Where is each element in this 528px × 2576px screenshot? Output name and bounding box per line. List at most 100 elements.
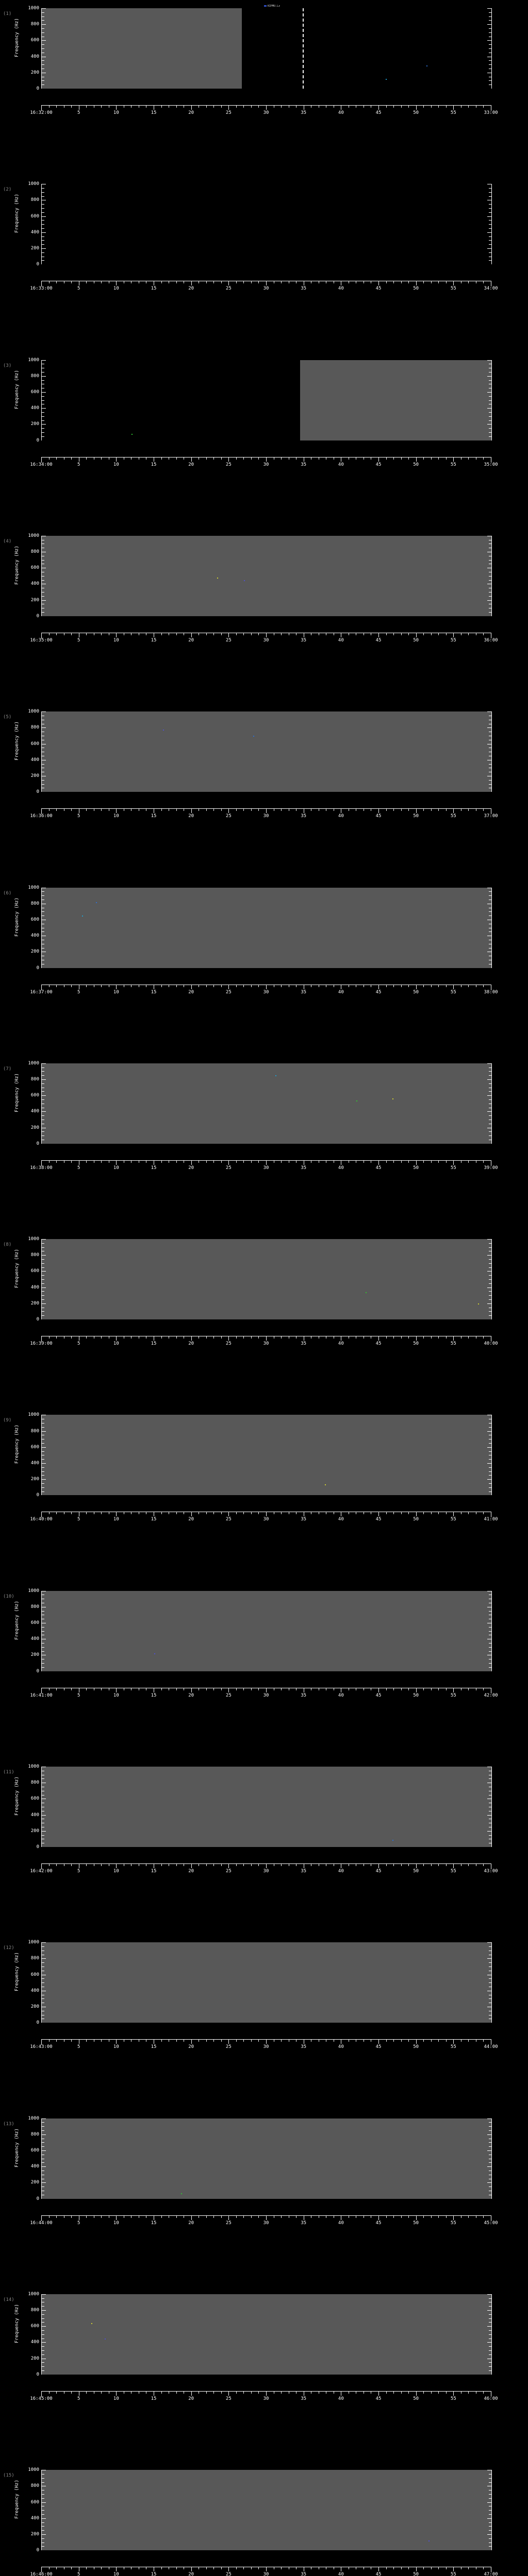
y-tick-label: 400 xyxy=(30,1109,39,1114)
x-tick-labels: 16:41:00 5 10 15 20 25 30 35 40 45 50 55 42:00 xyxy=(0,1693,528,1700)
x-tick-label: 16:34:00 xyxy=(30,462,53,467)
y-tick-label: 800 xyxy=(30,1956,39,1961)
x-tick-label: 5 xyxy=(77,989,80,995)
panel-index-label: (10) xyxy=(3,1594,14,1599)
y-axis-right-ticks xyxy=(487,1415,491,1495)
x-tick-label: 55 xyxy=(450,2396,456,2401)
x-tick-label: 15 xyxy=(151,2572,157,2576)
x-tick-label: 25 xyxy=(225,1692,232,1698)
x-tick-label: 30 xyxy=(263,1165,269,1171)
x-tick-label: 50 xyxy=(413,637,419,643)
y-axis-left-ticks xyxy=(42,1767,46,1847)
x-tick-label: 45 xyxy=(375,1692,382,1698)
x-tick-label: 10 xyxy=(113,1517,119,1522)
x-tick-label: 5 xyxy=(77,2044,80,2050)
x-tick-label: 35 xyxy=(301,2572,307,2576)
spectrogram-plot-area[interactable] xyxy=(41,2470,492,2551)
x-axis xyxy=(41,632,491,638)
y-tick-label: 0 xyxy=(36,2020,39,2026)
spectrogram-plot-area[interactable] xyxy=(41,2118,492,2199)
x-tick-labels: 16:39:00 5 10 15 20 25 30 35 40 45 50 55 40:00 xyxy=(0,1341,528,1348)
x-tick-label: 5 xyxy=(77,462,80,467)
y-tick-label: 1000 xyxy=(28,1940,39,1945)
spectrogram-speck xyxy=(244,580,245,581)
x-tick-label: 10 xyxy=(113,814,119,819)
x-tick-label: 45 xyxy=(375,110,382,115)
x-axis xyxy=(41,984,491,990)
x-tick-label: 50 xyxy=(413,1692,419,1698)
spectrogram-panel: (1) Frequency (Hz) 1000 800 600 400 200 0 KIPMU.… xyxy=(0,4,528,180)
x-tick-label: 25 xyxy=(225,1165,232,1171)
y-axis-left-ticks xyxy=(42,535,46,616)
spectrogram-plot-area[interactable] xyxy=(41,360,492,440)
y-tick-label: 0 xyxy=(36,1668,39,1674)
spectrogram-plot-area[interactable] xyxy=(41,1063,492,1144)
spectrogram-data-region xyxy=(42,711,491,792)
y-tick-label: 1000 xyxy=(28,1412,39,1418)
spectrogram-plot-area[interactable] xyxy=(41,887,492,968)
spectrogram-plot-area[interactable] xyxy=(41,535,492,616)
x-tick-label: 20 xyxy=(188,462,194,467)
x-tick-label: 25 xyxy=(225,286,232,292)
x-tick-label: 30 xyxy=(263,1341,269,1347)
y-tick-label: 600 xyxy=(30,1620,39,1626)
x-tick-label: 55 xyxy=(450,110,456,115)
spectrogram-plot-area[interactable] xyxy=(41,711,492,792)
x-tick-labels: 16:38:00 5 10 15 20 25 30 35 40 45 50 55 39:00 xyxy=(0,1165,528,1173)
y-tick-label: 1000 xyxy=(28,181,39,187)
x-tick-label: 33:00 xyxy=(484,110,498,115)
y-axis-left-ticks xyxy=(42,1063,46,1144)
x-tick-label: 55 xyxy=(450,2572,456,2576)
spectrogram-plot-area[interactable] xyxy=(41,1415,492,1496)
panel-index-label: (9) xyxy=(3,1418,12,1423)
spectrogram-speck xyxy=(154,1653,155,1655)
x-tick-label: 35 xyxy=(301,1869,307,1874)
spectrogram-plot-area[interactable] xyxy=(41,184,492,265)
x-tick-label: 16:40:00 xyxy=(30,1517,53,1522)
x-tick-label: 45 xyxy=(375,2044,382,2050)
y-tick-label: 200 xyxy=(30,2180,39,2185)
x-axis xyxy=(41,2215,491,2221)
y-axis-left-ticks xyxy=(42,2294,46,2375)
x-tick-label: 5 xyxy=(77,1165,80,1171)
x-tick-labels: 16:33:00 5 10 15 20 25 30 35 40 45 50 55 34:00 xyxy=(0,286,528,293)
x-tick-label: 10 xyxy=(113,110,119,115)
x-tick-label: 40 xyxy=(338,1517,344,1522)
x-tick-label: 42:00 xyxy=(484,1692,498,1698)
x-tick-label: 10 xyxy=(113,1869,119,1874)
x-tick-label: 20 xyxy=(188,2044,194,2050)
x-tick-label: 45 xyxy=(375,286,382,292)
spectrogram-plot-area[interactable] xyxy=(41,2294,492,2375)
spectrogram-plot-area[interactable] xyxy=(41,1239,492,1320)
x-tick-label: 55 xyxy=(450,2220,456,2226)
spectrogram-plot-area[interactable] xyxy=(41,1942,492,2023)
spectrogram-plot-area[interactable] xyxy=(41,1590,492,1671)
x-tick-labels: 16:40:00 5 10 15 20 25 30 35 40 45 50 55 41:00 xyxy=(0,1517,528,1524)
x-tick-label: 25 xyxy=(225,637,232,643)
x-tick-label: 10 xyxy=(113,462,119,467)
panel-index-label: (6) xyxy=(3,890,12,896)
y-tick-label: 1000 xyxy=(28,885,39,890)
spectrogram-speck xyxy=(356,1100,358,1101)
spectrogram-plot-area[interactable] xyxy=(41,8,492,89)
spectrogram-data-region xyxy=(300,360,491,440)
x-tick-label: 45 xyxy=(375,2572,382,2576)
spectrogram-plot-area[interactable] xyxy=(41,1767,492,1847)
x-tick-label: 46:00 xyxy=(484,2396,498,2401)
y-tick-label: 800 xyxy=(30,1428,39,1434)
x-axis xyxy=(41,1687,491,1693)
x-tick-label: 45 xyxy=(375,2220,382,2226)
x-tick-label: 16:35:00 xyxy=(30,637,53,643)
y-tick-label: 600 xyxy=(30,1972,39,1977)
x-tick-label: 20 xyxy=(188,814,194,819)
x-tick-label: 50 xyxy=(413,1517,419,1522)
x-tick-label: 16:41:00 xyxy=(30,1692,53,1698)
x-tick-label: 50 xyxy=(413,2044,419,2050)
spectrogram-panel: (13) Frequency (Hz) 1000 800 600 400 200 0 16:44… xyxy=(0,2114,528,2290)
y-tick-label: 400 xyxy=(30,2340,39,2345)
x-tick-label: 20 xyxy=(188,1692,194,1698)
x-tick-label: 40 xyxy=(338,2396,344,2401)
x-tick-label: 45 xyxy=(375,1341,382,1347)
spectrogram-panel: (15) Frequency (Hz) 1000 800 600 400 200 0 16:46… xyxy=(0,2466,528,2576)
y-axis-right-ticks xyxy=(487,2294,491,2375)
